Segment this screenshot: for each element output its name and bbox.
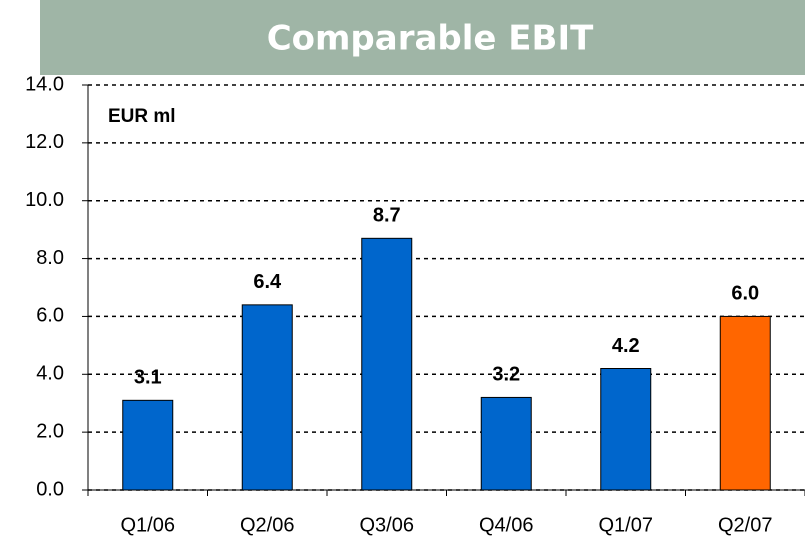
y-tick-label: 8.0 [36,247,64,269]
value-label: 8.7 [373,205,401,227]
value-label: 3.2 [492,364,520,386]
bar [719,315,771,491]
x-tick-label: Q4/06 [479,514,533,536]
bar [122,399,174,491]
bar [241,304,293,491]
y-tick-label: 4.0 [36,363,64,385]
y-tick-label: 10.0 [25,189,64,211]
y-tick-label: 0.0 [36,478,64,500]
y-tick-label: 2.0 [36,420,64,442]
x-tick-label: Q2/06 [240,514,294,536]
value-label: 6.0 [731,283,759,305]
bar [600,368,652,491]
bar [361,237,413,491]
y-tick-label: 6.0 [36,305,64,327]
value-label: 6.4 [253,271,282,293]
x-tick-label: Q2/07 [718,514,772,536]
title-banner [40,0,805,75]
chart-title: Comparable EBIT [267,19,594,59]
x-tick-label: Q3/06 [360,514,414,536]
value-label: 3.1 [134,367,162,389]
unit-label: EUR ml [108,106,176,127]
y-tick-label: 14.0 [25,73,64,95]
bar [480,396,532,491]
x-tick-label: Q1/07 [599,514,653,536]
x-tick-label: Q1/06 [121,514,175,536]
value-label: 4.2 [612,335,640,357]
y-tick-label: 12.0 [25,131,64,153]
